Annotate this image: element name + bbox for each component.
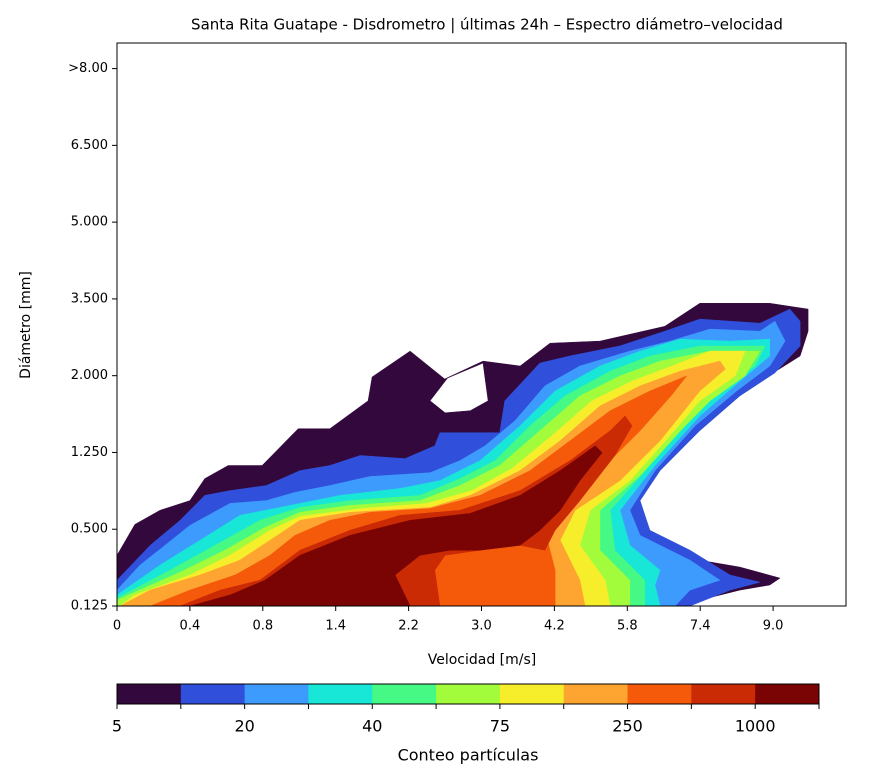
contour-region	[189, 445, 603, 607]
x-tick-label: 0.4	[180, 619, 201, 634]
y-axis-label: Diámetro [mm]	[18, 271, 34, 379]
x-tick-label: 0	[113, 619, 121, 634]
contour-region	[180, 415, 633, 607]
y-tick-label: 0.500	[71, 522, 108, 537]
x-axis-label: Velocidad [m/s]	[428, 652, 537, 668]
x-tick-label: 0.8	[252, 619, 273, 634]
colorbar-tick-label: 20	[234, 717, 254, 736]
y-tick-label: 5.000	[71, 215, 108, 230]
colorbar-label: Conteo partículas	[398, 746, 539, 765]
x-tick-label: 1.4	[325, 619, 346, 634]
y-tick-label: 2.000	[71, 368, 108, 383]
colorbar-swatch	[308, 684, 373, 704]
colorbar-swatch	[436, 684, 501, 704]
colorbar-swatch	[627, 684, 692, 704]
x-tick-label: 5.8	[617, 619, 638, 634]
colorbar-frame	[116, 683, 820, 705]
y-tick-label: 1.250	[71, 445, 108, 460]
x-tick-label: 2.2	[398, 619, 419, 634]
x-tick-label: 4.2	[544, 619, 565, 634]
colorbar-tick-label: 1000	[735, 717, 776, 736]
colorbar-swatch	[244, 684, 309, 704]
colorbar-swatch	[499, 684, 565, 704]
colorbar-tick-label: 75	[490, 717, 510, 736]
colorbar-swatch	[691, 684, 756, 704]
colorbar-tick-label: 250	[612, 717, 643, 736]
colorbar-tick-label: 40	[362, 717, 382, 736]
colorbar-tick-label: 5	[112, 717, 122, 736]
colorbar-swatch	[372, 684, 437, 704]
colorbar-swatch	[180, 684, 246, 704]
colorbar-swatch	[755, 684, 820, 704]
y-tick-label: 0.125	[71, 599, 108, 614]
chart-title: Santa Rita Guatape - Disdrometro | últim…	[191, 16, 783, 34]
colorbar-swatch	[117, 684, 182, 704]
colorbar-swatch	[563, 684, 629, 704]
y-tick-label: 6.500	[71, 138, 108, 153]
contour-region	[119, 360, 726, 607]
x-tick-label: 7.4	[690, 619, 711, 634]
x-tick-label: 9.0	[763, 619, 784, 634]
y-tick-label: 3.500	[71, 291, 108, 306]
y-tick-label: >8.00	[68, 61, 108, 76]
x-tick-label: 3.0	[471, 619, 492, 634]
